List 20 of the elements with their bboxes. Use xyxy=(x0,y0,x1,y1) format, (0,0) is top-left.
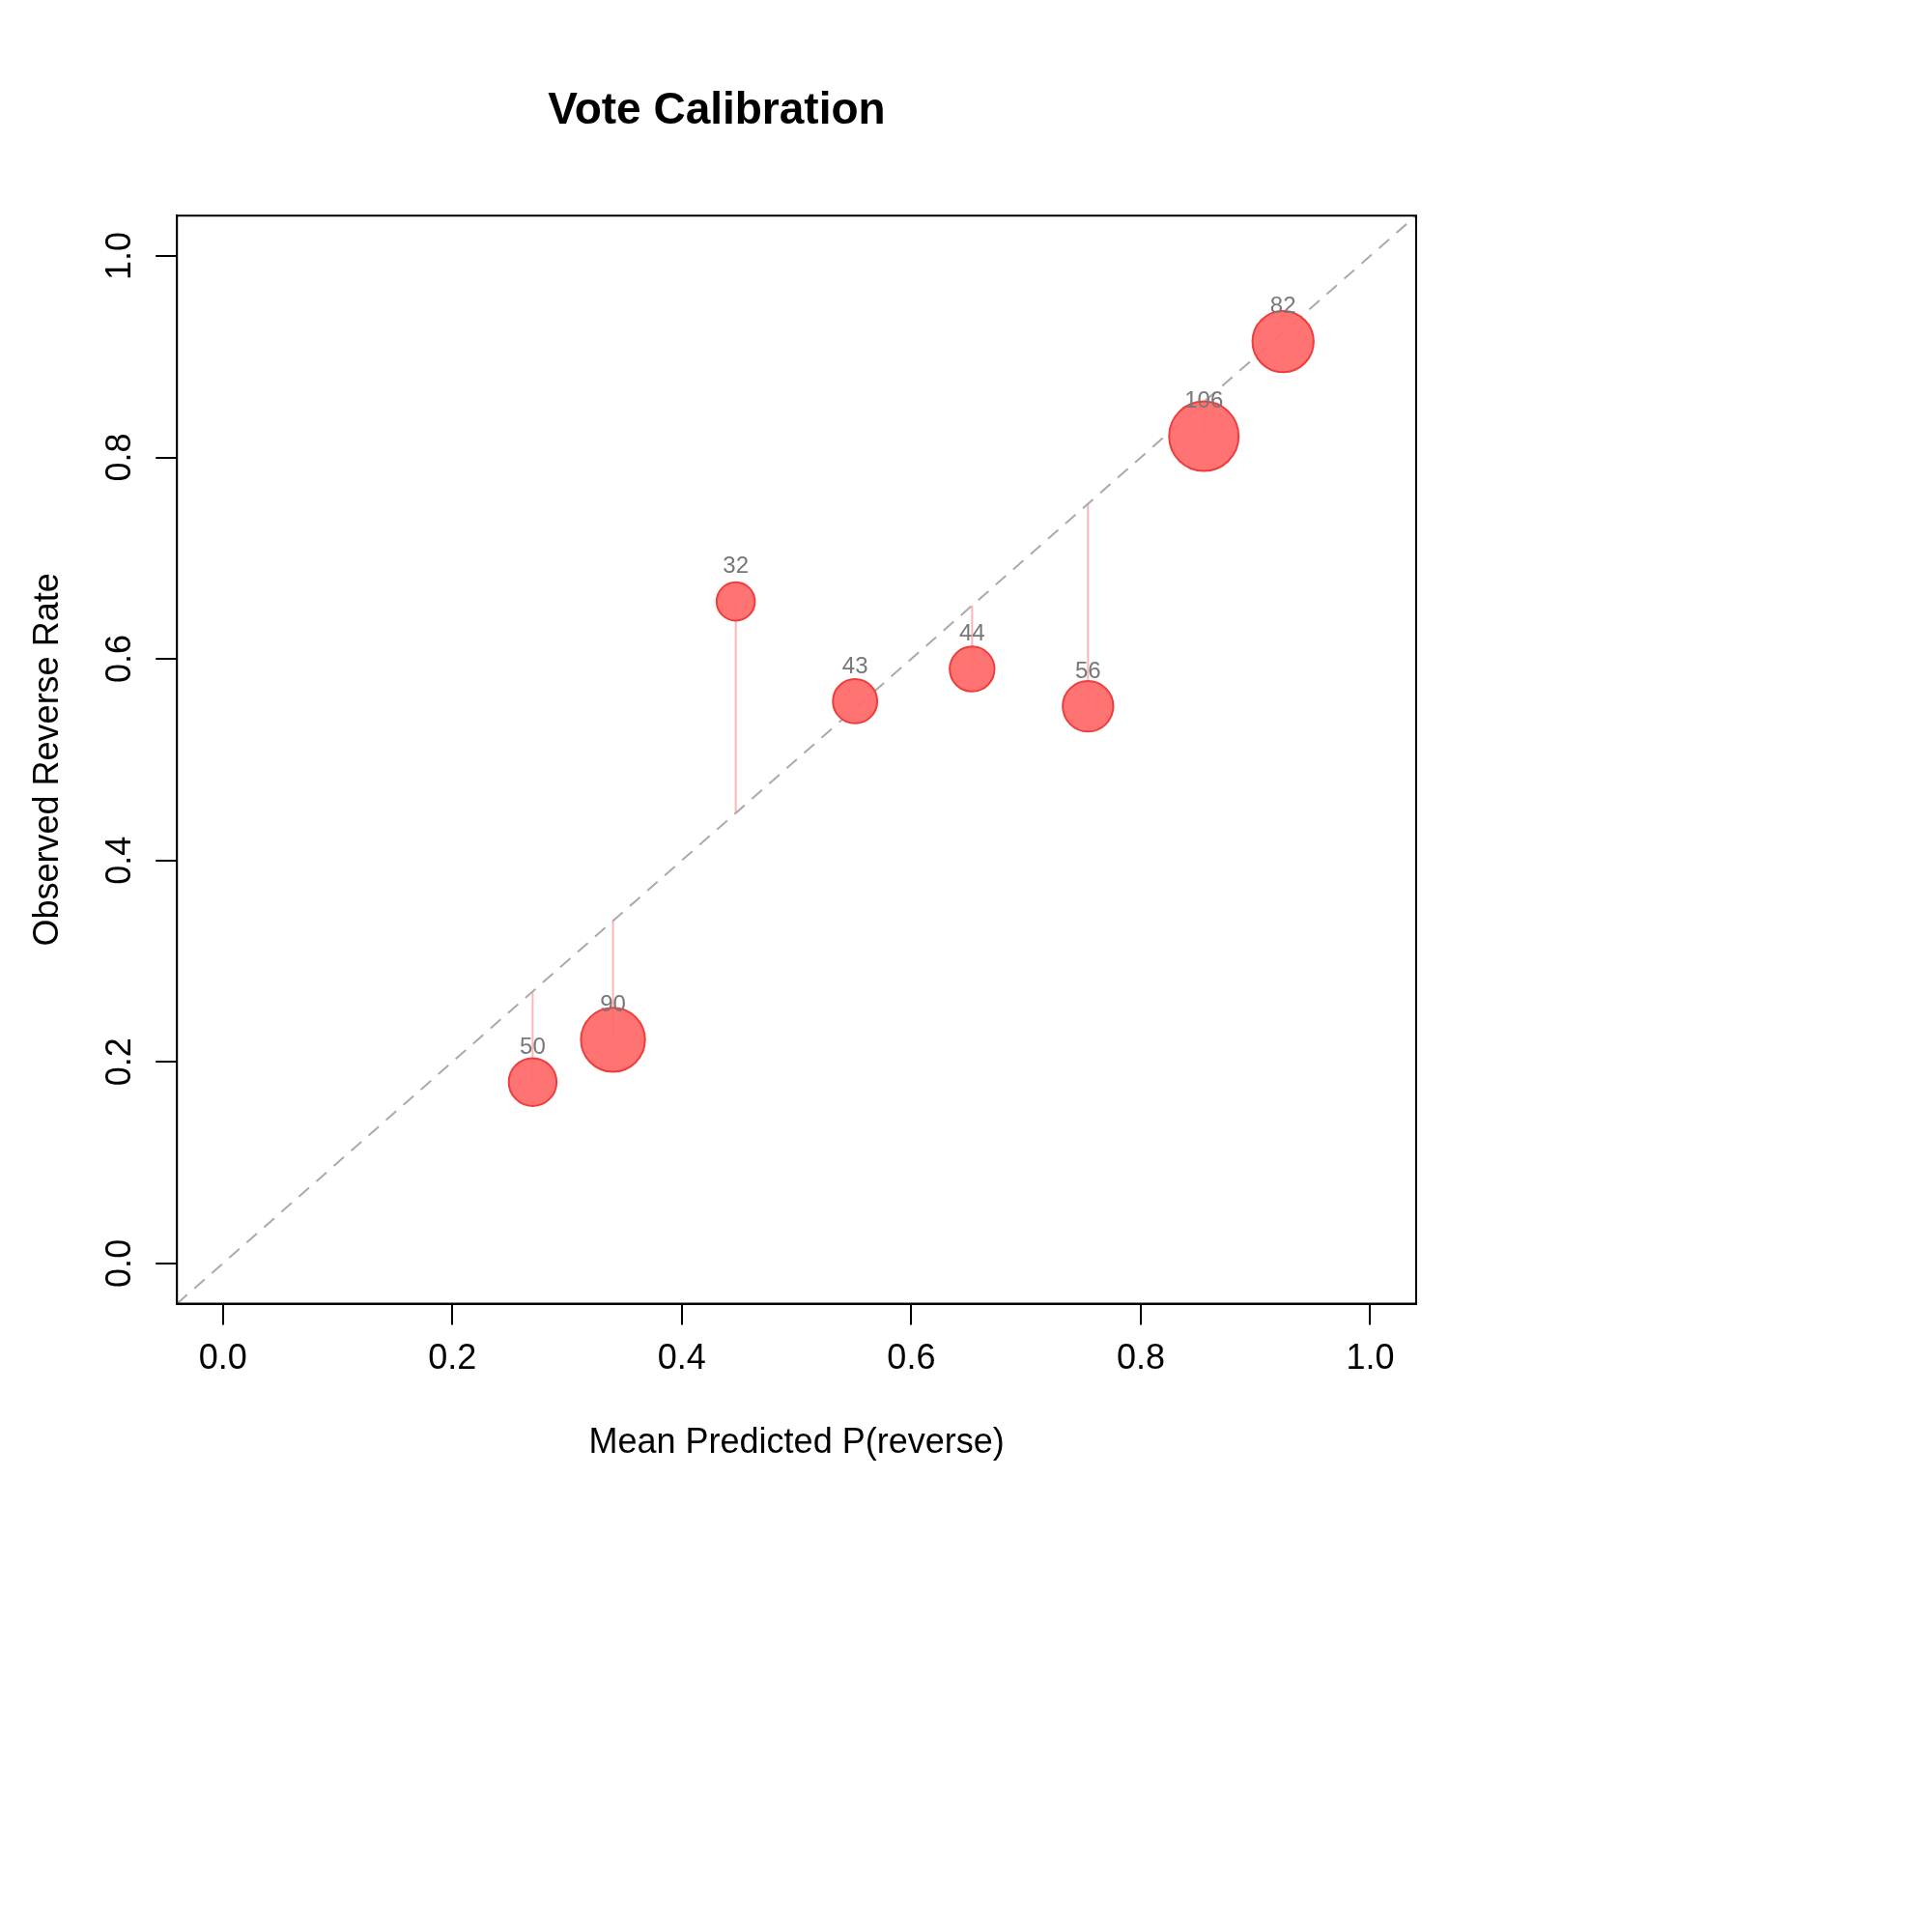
x-tick-label: 0.2 xyxy=(428,1337,477,1378)
x-tick-label: 0.6 xyxy=(887,1337,936,1378)
x-tick-label: 0.4 xyxy=(657,1337,706,1378)
y-tick-label: 0.6 xyxy=(99,635,139,684)
y-axis-title: Observed Reverse Rate xyxy=(25,573,66,947)
y-tick-label: 1.0 xyxy=(99,231,139,280)
y-tick-label: 0.8 xyxy=(99,433,139,482)
y-tick-label: 0.0 xyxy=(99,1238,139,1288)
y-tick-label: 0.2 xyxy=(99,1037,139,1087)
x-axis-title: Mean Predicted P(reverse) xyxy=(588,1421,1005,1462)
annotation: 32 xyxy=(723,552,749,579)
chart-title: Vote Calibration xyxy=(548,83,886,134)
annotation: 44 xyxy=(958,619,985,646)
x-tick-label: 1.0 xyxy=(1346,1337,1395,1378)
annotation: 43 xyxy=(841,651,868,678)
x-tick-label: 0.0 xyxy=(198,1337,247,1378)
annotation: 56 xyxy=(1074,656,1101,683)
annotation: 50 xyxy=(520,1032,546,1059)
x-tick-label: 0.8 xyxy=(1116,1337,1165,1378)
y-tick-label: 0.4 xyxy=(99,836,139,885)
